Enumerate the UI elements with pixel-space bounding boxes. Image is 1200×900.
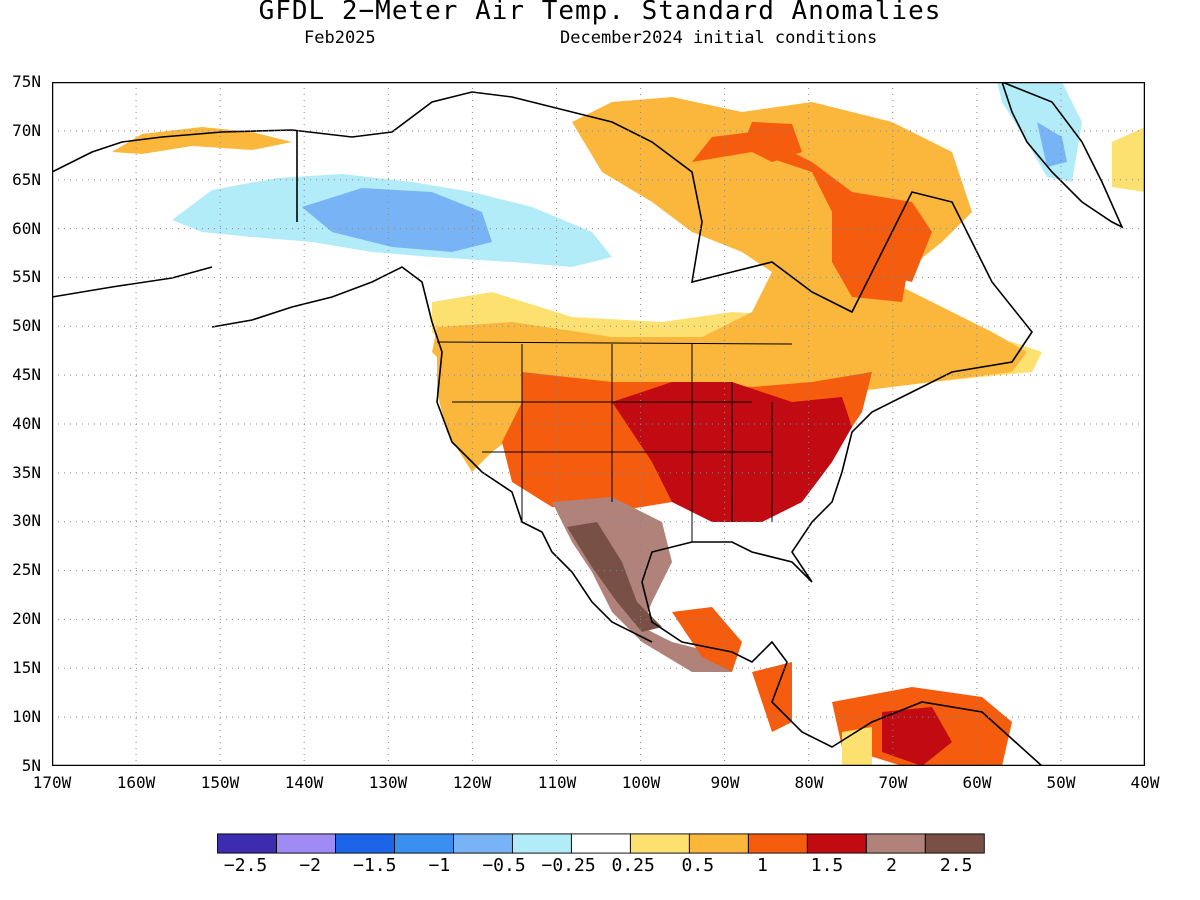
lat-label: 30N (12, 511, 41, 530)
colorbar-tick-label: −2.5 (223, 855, 268, 876)
lat-label: 60N (12, 219, 41, 238)
lat-label: 15N (12, 658, 41, 677)
colorbar-swatch (924, 833, 985, 854)
colorbar-swatch (806, 833, 867, 854)
lon-label: 90W (710, 773, 740, 792)
colorbar-swatch (511, 833, 572, 854)
colorbar-tick-label: −1 (428, 855, 451, 876)
colorbar-swatch (747, 833, 808, 854)
lat-label: 70N (12, 121, 41, 140)
lat-label: 45N (12, 365, 41, 384)
lat-label: 25N (12, 560, 41, 579)
initial-conditions-label: December2024 initial conditions (560, 28, 878, 48)
colorbar-tick-label: 0.5 (681, 855, 715, 876)
colorbar-tick-label: 0.25 (611, 855, 655, 876)
colorbar-swatch (570, 833, 631, 854)
lat-label: 10N (12, 707, 41, 726)
coastlines (51, 80, 1124, 767)
valid-month-label: Feb2025 (304, 28, 376, 48)
colorbar-tick-label: 1 (756, 855, 768, 876)
lat-label: 55N (12, 267, 41, 286)
colorbar-tick-label: 2.5 (939, 855, 973, 876)
lon-label: 110W (537, 773, 577, 792)
lat-label: 50N (12, 316, 41, 335)
map-title: GFDL 2−Meter Air Temp. Standard Anomalie… (258, 0, 942, 26)
lon-label: 140W (284, 773, 324, 792)
colorbar-tick-label: −2 (299, 855, 322, 876)
colorbar-swatch (688, 833, 749, 854)
lon-label: 170W (32, 773, 72, 792)
lon-label: 100W (621, 773, 661, 792)
lat-label: 5N (21, 756, 41, 775)
colorbar (217, 833, 985, 854)
lon-label: 120W (452, 773, 492, 792)
colorbar-swatch (452, 833, 513, 854)
colorbar-swatch (276, 833, 336, 854)
colorbar-swatch (865, 833, 926, 854)
colorbar-swatch (217, 833, 277, 854)
colorbar-swatch (394, 833, 454, 854)
colorbar-tick-label: 1.5 (810, 855, 844, 876)
colorbar-tick-label: −1.5 (353, 855, 397, 876)
lat-label: 35N (12, 463, 41, 482)
lon-label: 160W (116, 773, 156, 792)
lon-label: 130W (368, 773, 408, 792)
lat-label: 65N (12, 170, 41, 189)
anomaly-map (51, 80, 1146, 767)
colorbar-tick-label: −0.25 (541, 855, 596, 876)
lon-label: 40W (1130, 773, 1160, 792)
lat-label: 40N (12, 414, 41, 433)
lon-label: 80W (794, 773, 824, 792)
lon-label: 150W (200, 773, 240, 792)
lon-label: 50W (1046, 773, 1076, 792)
lon-label: 60W (962, 773, 992, 792)
colorbar-swatch (335, 833, 395, 854)
lat-label: 75N (12, 72, 41, 91)
colorbar-tick-label: 2 (886, 855, 898, 876)
graticule (52, 82, 1145, 766)
colorbar-tick-label: −0.5 (482, 855, 526, 876)
colorbar-swatch (629, 833, 690, 854)
lat-label: 20N (12, 609, 41, 628)
political-borders (436, 341, 793, 542)
lon-label: 70W (878, 773, 908, 792)
